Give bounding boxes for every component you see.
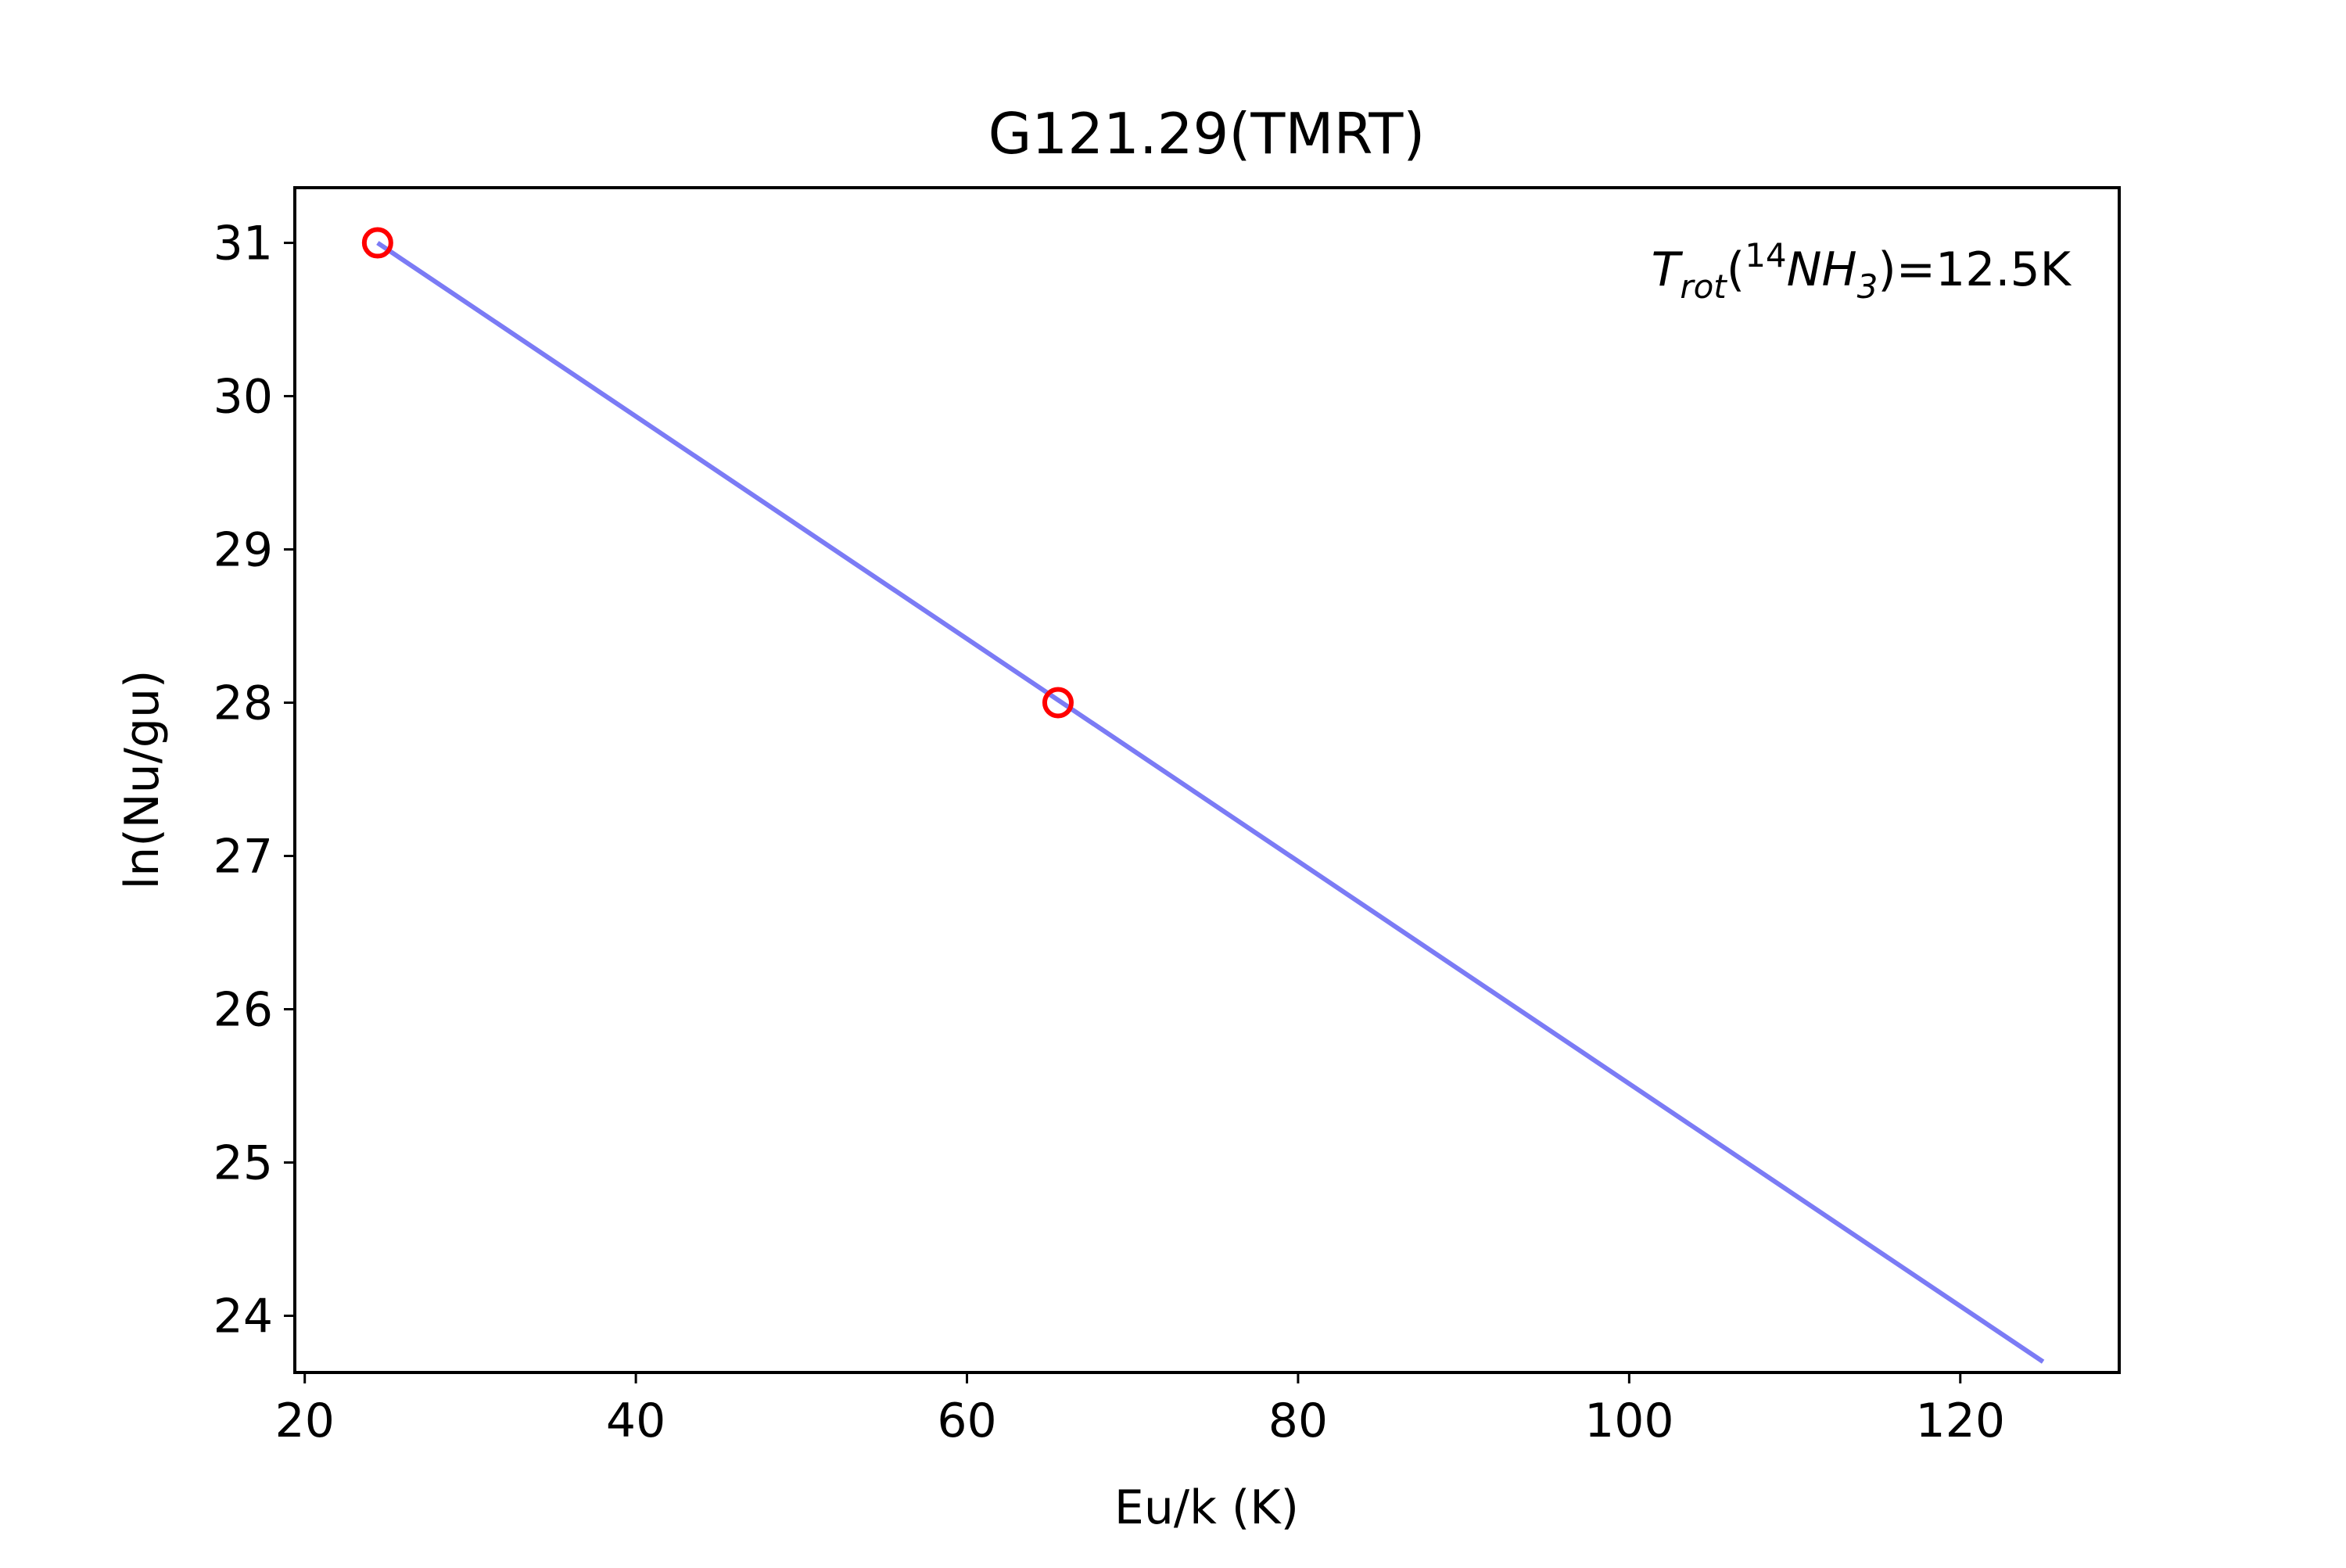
fit-line	[376, 241, 2045, 1364]
chart-title: G121.29(TMRT)	[988, 101, 1426, 167]
y-axis-label: ln(Nu/gu)	[115, 670, 170, 890]
rotation-temperature-annotation: Trot(14NH3)=12.5K	[1652, 236, 2072, 306]
x-tick-label: 40	[606, 1394, 665, 1448]
x-axis-ticks: 20 40 60 80 100 120	[275, 1372, 2005, 1448]
x-tick-label: 20	[275, 1394, 335, 1448]
y-tick-label: 26	[213, 983, 273, 1038]
y-tick-label: 27	[213, 830, 273, 884]
x-axis-label: Eu/k (K)	[1114, 1480, 1299, 1535]
annotation-value: )=12.5K	[1878, 242, 2072, 297]
y-axis-ticks: 24 25 26 27 28 29 30 31	[213, 217, 295, 1344]
annotation-open-paren: (	[1727, 242, 1745, 297]
x-tick-label: 100	[1584, 1394, 1674, 1448]
y-tick-label: 28	[213, 676, 273, 731]
annotation-molecule-subscript: 3	[1857, 267, 1878, 306]
y-tick-label: 30	[213, 370, 273, 425]
plot-area-frame	[293, 186, 2121, 1374]
y-tick-label: 25	[213, 1136, 273, 1190]
annotation-t: T	[1652, 242, 1684, 297]
annotation-molecule: NH	[1787, 242, 1857, 297]
annotation-rot-subscript: rot	[1680, 267, 1727, 306]
data-point	[361, 227, 393, 259]
fit-line-layer	[376, 241, 2045, 1364]
annotation-isotope-superscript: 14	[1745, 236, 1786, 274]
y-tick-label: 29	[213, 523, 273, 578]
data-points-layer	[361, 227, 1074, 719]
x-tick-label: 120	[1915, 1394, 2005, 1448]
data-point	[1042, 687, 1074, 719]
x-tick-label: 80	[1268, 1394, 1328, 1448]
y-tick-label: 31	[213, 217, 273, 271]
x-tick-label: 60	[937, 1394, 996, 1448]
y-tick-label: 24	[213, 1289, 273, 1344]
